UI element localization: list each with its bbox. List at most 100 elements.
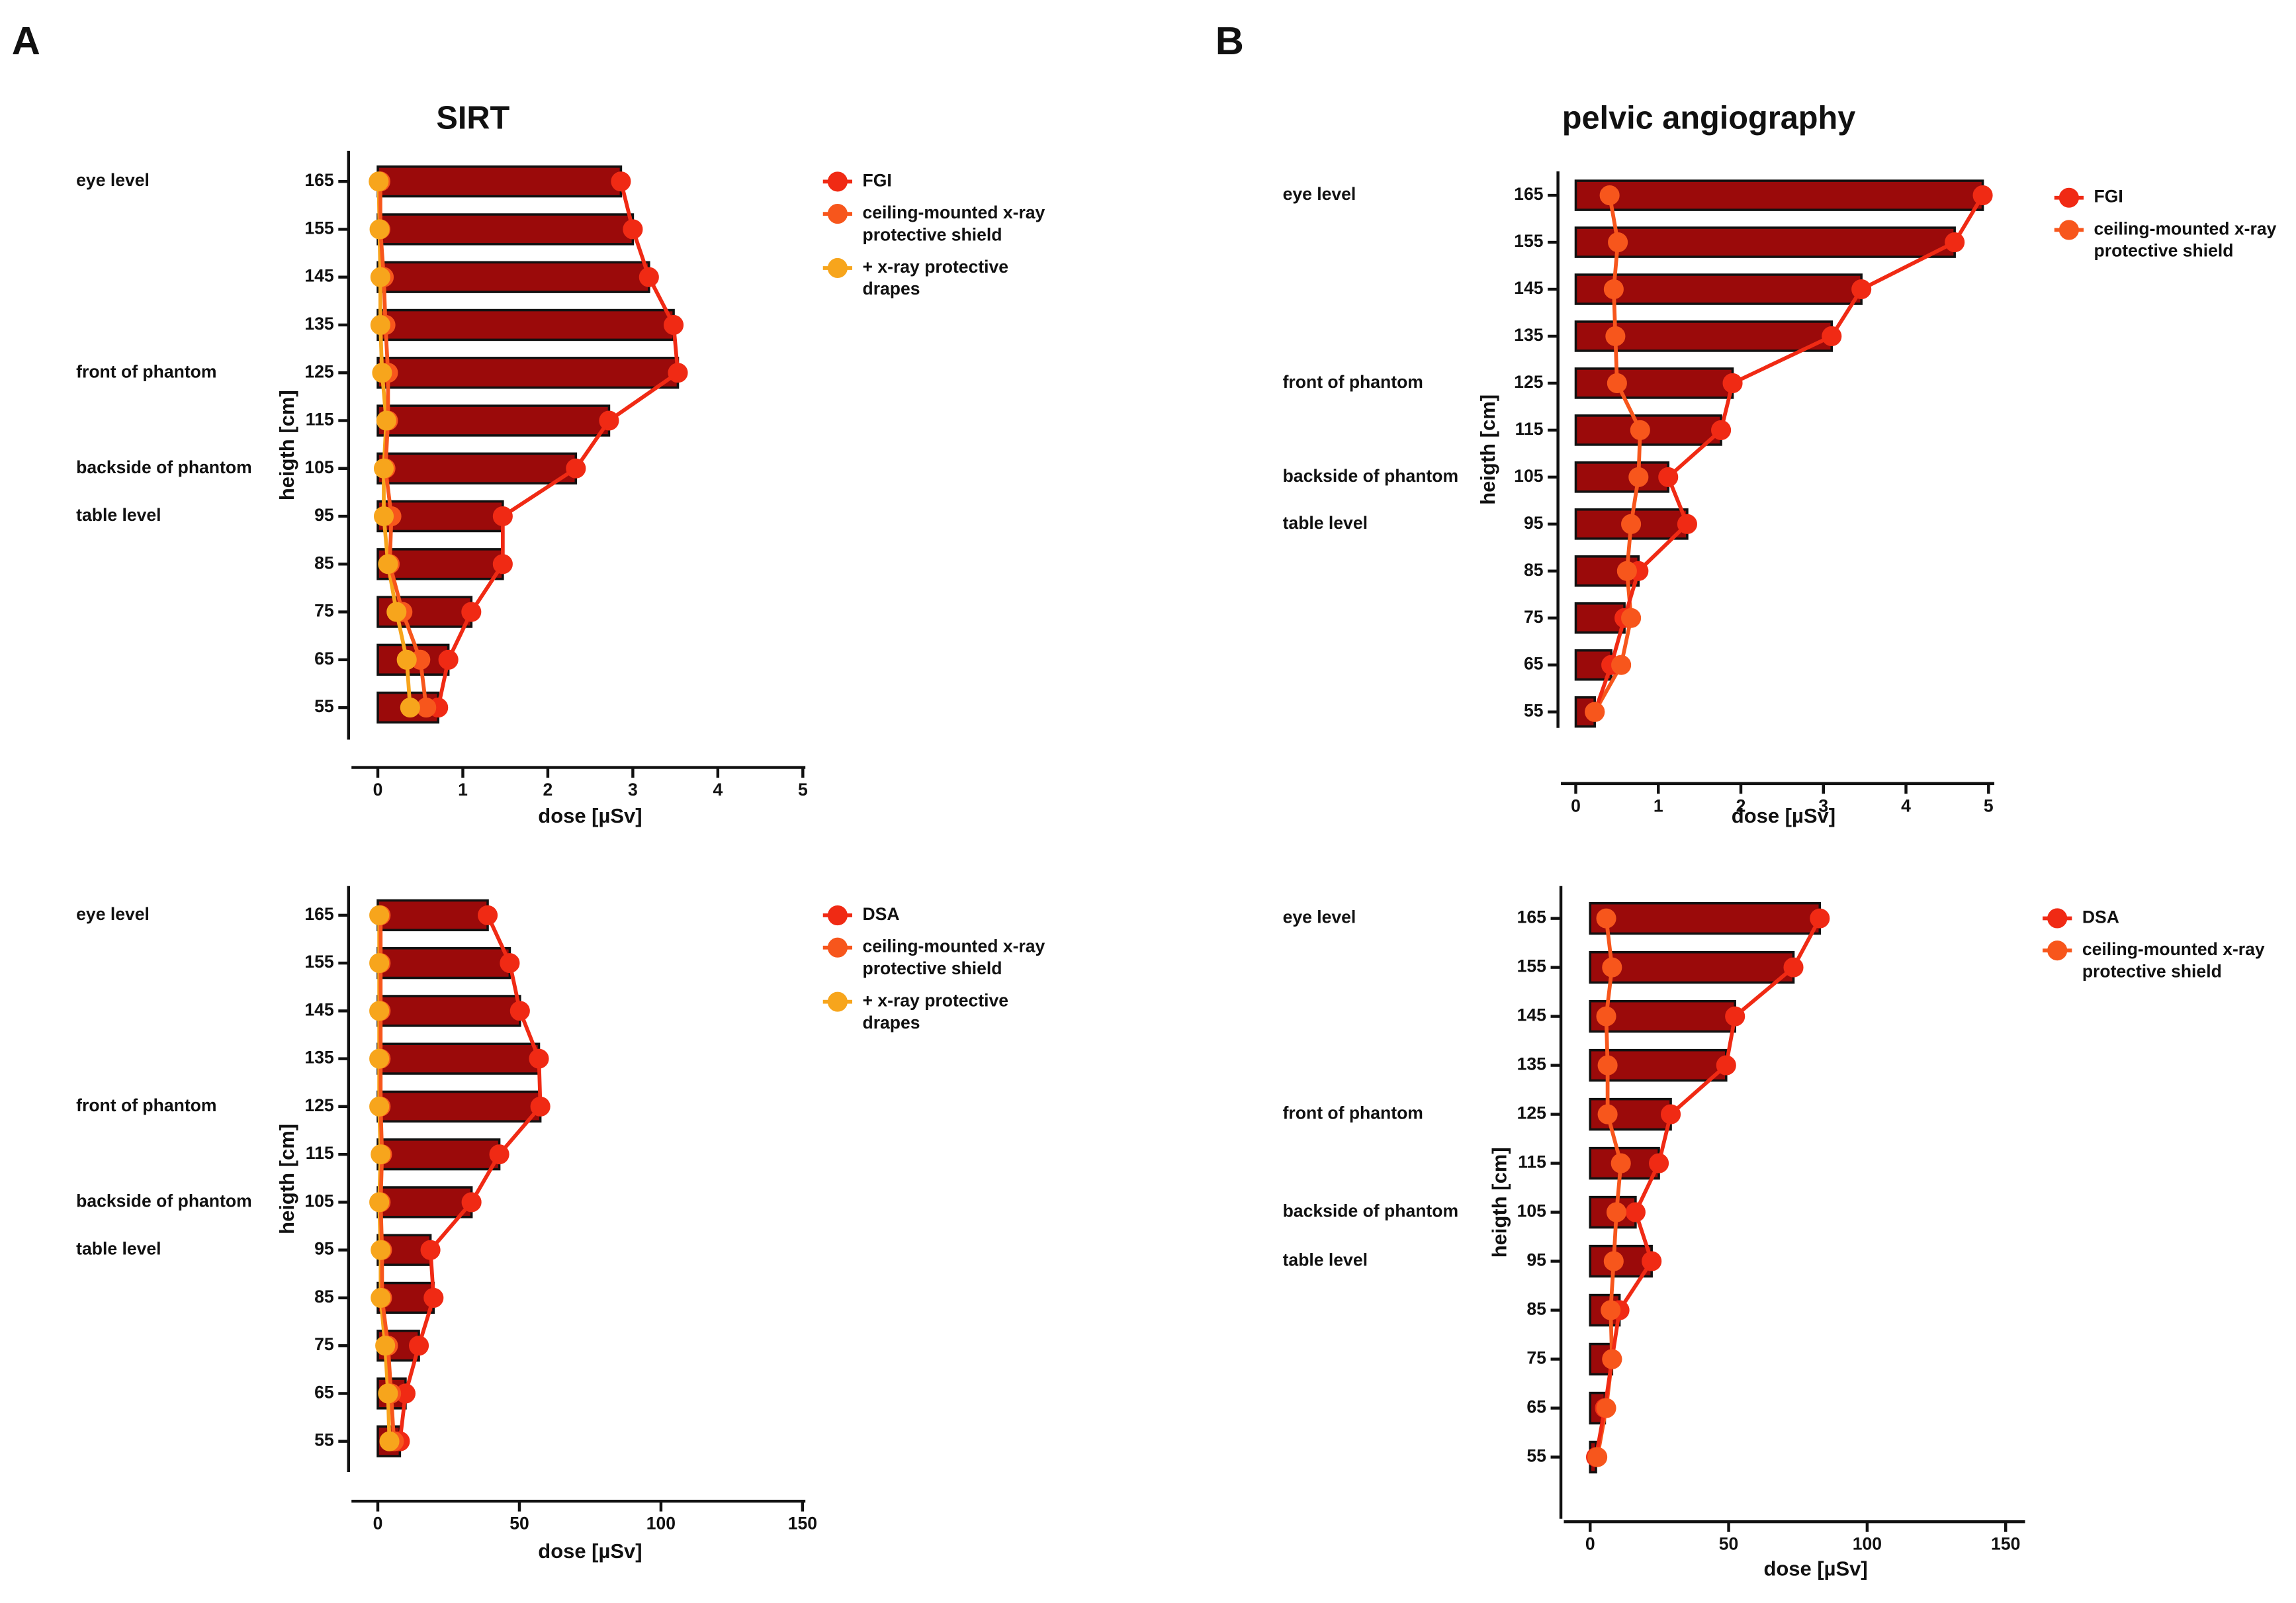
x-tick-label: 150	[788, 1514, 817, 1534]
bar	[376, 1042, 541, 1075]
y-tick-label: 55	[314, 1430, 334, 1450]
point	[489, 1144, 509, 1165]
point	[386, 602, 407, 622]
y-tick-label: 135	[304, 314, 334, 334]
y-tick-label: 55	[314, 696, 334, 716]
bar	[376, 357, 680, 389]
point	[438, 649, 459, 670]
point	[1661, 1104, 1681, 1124]
y-tick-label: 115	[1518, 1152, 1546, 1172]
legend-marker	[827, 937, 848, 958]
x-tick-label: 50	[1719, 1534, 1739, 1554]
bar	[376, 899, 489, 932]
annotation: table level	[76, 1239, 161, 1259]
annotation: front of phantom	[76, 1095, 216, 1115]
legend-label: DSA	[862, 904, 899, 924]
point	[378, 554, 398, 574]
y-tick-label: 95	[1526, 1250, 1546, 1270]
y-tick-label: 125	[1517, 1103, 1547, 1123]
point	[1602, 1349, 1622, 1369]
y-tick-label: 115	[306, 1143, 334, 1163]
annotation: front of phantom	[1283, 1103, 1423, 1123]
point	[1596, 1398, 1616, 1418]
point	[599, 410, 619, 431]
y-tick-label: 145	[304, 999, 334, 1019]
y-tick-label: 125	[1514, 372, 1544, 392]
annotation: backside of phantom	[76, 457, 252, 477]
x-tick-label: 3	[628, 780, 638, 800]
point	[369, 905, 390, 925]
point	[1585, 702, 1605, 722]
y-tick-label: 135	[1517, 1054, 1547, 1074]
point	[1611, 655, 1632, 675]
point	[1606, 1202, 1627, 1222]
point	[1616, 561, 1637, 581]
series-line	[1593, 194, 1985, 713]
y-tick-label: 105	[304, 457, 334, 477]
y-tick-label: 85	[1526, 1299, 1546, 1319]
point	[378, 1383, 398, 1404]
point	[664, 314, 684, 336]
x-tick-label: 150	[1991, 1534, 2020, 1554]
legend-marker	[827, 171, 848, 192]
annotation: backside of phantom	[76, 1191, 252, 1211]
y-tick-label: 135	[304, 1048, 334, 1068]
point	[1625, 1202, 1646, 1222]
y-tick-label: 65	[314, 649, 334, 668]
y-tick-label: 125	[304, 361, 334, 381]
x-tick-label: 2	[543, 780, 553, 800]
point	[379, 1431, 400, 1451]
y-axis-label: heigth [cm]	[275, 390, 298, 500]
x-tick-label: 4	[713, 780, 723, 800]
point	[1587, 1447, 1608, 1467]
bar	[376, 1138, 501, 1171]
y-tick-label: 75	[1524, 607, 1544, 627]
bar	[376, 404, 611, 437]
point	[1621, 608, 1642, 628]
point	[1716, 1055, 1736, 1076]
series-line	[1594, 917, 1822, 1458]
point	[373, 458, 394, 479]
point	[1677, 514, 1697, 534]
point	[566, 458, 586, 479]
y-tick-label: 95	[314, 1239, 334, 1259]
x-tick-label: 5	[798, 780, 808, 800]
point	[1851, 279, 1872, 300]
point	[1596, 908, 1616, 929]
bar	[376, 165, 623, 198]
point	[396, 649, 417, 670]
y-tick-label: 115	[1515, 419, 1544, 439]
point	[1603, 279, 1624, 300]
x-tick-label: 5	[1984, 796, 1994, 815]
y-tick-label: 155	[1514, 231, 1544, 251]
point	[461, 1192, 482, 1213]
point	[668, 363, 688, 383]
point	[1611, 1153, 1631, 1173]
point	[400, 698, 420, 718]
point	[492, 554, 513, 574]
bar	[1574, 367, 1734, 399]
point	[369, 953, 390, 974]
y-tick-label: 155	[304, 952, 334, 972]
x-tick-label: 0	[1571, 796, 1581, 815]
chart-title: SIRT	[436, 100, 509, 136]
legend-label: + x-ray protective drapes	[862, 257, 1008, 298]
x-tick-label: 0	[1585, 1534, 1595, 1554]
y-tick-label: 65	[1526, 1397, 1546, 1417]
y-tick-label: 85	[314, 1287, 334, 1306]
point	[1597, 1104, 1618, 1124]
point	[1599, 185, 1620, 206]
annotation: table level	[1283, 1250, 1368, 1270]
bar	[376, 1186, 473, 1218]
point	[369, 1096, 390, 1117]
x-tick-label: 1	[1654, 796, 1663, 815]
y-tick-label: 115	[306, 410, 334, 430]
x-axis-label: dose [µSv]	[538, 1539, 642, 1563]
x-tick-label: 100	[646, 1514, 676, 1534]
annotation: eye level	[1283, 907, 1356, 927]
legend-label: ceiling-mounted x-ray protective shield	[2082, 939, 2265, 981]
point	[623, 219, 643, 240]
bar	[376, 995, 521, 1027]
point	[530, 1096, 551, 1117]
